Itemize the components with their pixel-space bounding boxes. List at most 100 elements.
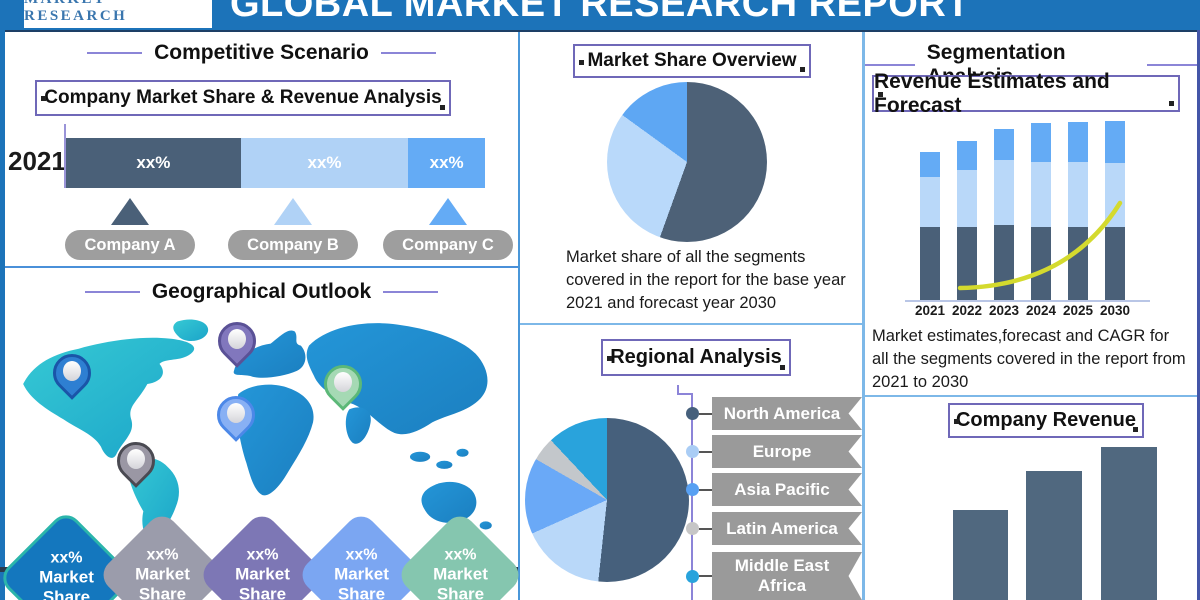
share-segment: xx% — [66, 138, 241, 188]
region-banner: Latin America — [712, 512, 862, 545]
region-banner: Asia Pacific — [712, 473, 862, 506]
company-label-pill: Company A — [65, 230, 195, 260]
stacked-bar — [957, 141, 977, 300]
region-tick — [699, 527, 712, 530]
year-tick: 2030 — [1099, 303, 1131, 318]
europe-pin-icon — [210, 314, 264, 374]
badge-text: xx% Market Share — [135, 546, 190, 600]
company-revenue-title: Company Revenue — [955, 409, 1137, 431]
market-share-overview-box: Market Share Overview — [573, 44, 811, 78]
badge-line2: Share — [138, 584, 186, 600]
revenue-bar — [1101, 447, 1157, 600]
competitive-scenario-title: Competitive Scenario — [154, 41, 369, 64]
pin-highlight — [63, 361, 81, 381]
north-america-pin-icon — [45, 346, 99, 406]
stacked-bar-segment — [1068, 162, 1088, 227]
badge-line2: Share — [238, 584, 286, 600]
region-dot — [686, 569, 699, 583]
stacked-bar-segment — [1031, 162, 1051, 227]
connector-jog-v — [677, 385, 679, 395]
badge-share: xx% — [443, 546, 477, 564]
stacked-bar-segment — [994, 160, 1014, 225]
middle-right-separator — [862, 32, 865, 600]
heading-dash-right — [383, 291, 439, 293]
stacked-bar-segment — [1031, 227, 1051, 300]
triangle-pointer-icon — [274, 198, 312, 225]
company-share-subtitle-box: Company Market Share & Revenue Analysis — [35, 80, 451, 116]
heading-dash-left — [87, 52, 143, 54]
region-banner: Europe — [712, 435, 862, 468]
company-share-subtitle: Company Market Share & Revenue Analysis — [44, 87, 442, 108]
stacked-bar-segment — [957, 170, 977, 227]
badge-text: xx% Market Share — [433, 546, 488, 600]
stacked-bar-segment — [1031, 123, 1051, 162]
pin-highlight — [127, 449, 145, 469]
stacked-bar — [920, 152, 940, 300]
region-banner-label: Europe — [752, 441, 812, 461]
badge-text: xx% Market Share — [334, 546, 389, 600]
badge-line1: Market — [134, 564, 190, 584]
east-asia-pin-icon — [316, 357, 370, 417]
company-marker: Company B — [228, 198, 358, 260]
region-banner-label: Middle East Africa — [734, 556, 830, 595]
geographical-outlook-title: Geographical Outlook — [151, 280, 372, 303]
revenue-bar — [1026, 471, 1082, 600]
regional-analysis-pie — [525, 418, 689, 582]
heading-dash-right — [380, 52, 436, 54]
stacked-bar-segment — [920, 177, 940, 227]
stacked-bar-segment — [920, 152, 940, 177]
stacked-bar-segment — [920, 227, 940, 300]
world-map — [23, 319, 492, 543]
middle-panel-divider — [520, 323, 862, 325]
left-border — [0, 30, 5, 600]
badge-share: xx% — [245, 546, 279, 564]
badge-line2: Share — [42, 587, 90, 600]
left-middle-separator — [518, 32, 520, 600]
company-share-stacked-bar: xx% xx% xx% — [66, 138, 485, 188]
left-panel-divider — [5, 266, 518, 268]
badge-line1: Market — [432, 564, 488, 584]
region-dot — [686, 445, 699, 458]
stacked-bar-segment — [1105, 121, 1125, 163]
badge-text: xx% Market Share — [39, 549, 94, 600]
stacked-bar-segment — [1068, 122, 1088, 162]
badge-line1: Market — [38, 567, 94, 587]
share-segment: xx% — [240, 138, 409, 188]
market-share-overview-title: Market Share Overview — [587, 50, 797, 71]
right-border — [1197, 30, 1200, 600]
share-segment-label: xx% — [429, 153, 464, 172]
badge-line1: Market — [333, 564, 389, 584]
middle-east-pin-icon — [209, 388, 263, 448]
segmentation-description: Market estimates,forecast and CAGR for a… — [872, 327, 1186, 391]
segmentation-baseline — [905, 300, 1150, 302]
region-dot — [686, 522, 699, 535]
share-segment: xx% — [408, 138, 485, 188]
badge-share: xx% — [344, 546, 378, 564]
bar-axis-line — [64, 124, 66, 188]
region-banner-label: North America — [723, 403, 841, 423]
year-tick: 2022 — [951, 303, 983, 318]
company-label-pill: Company B — [228, 230, 358, 260]
geographical-outlook-heading: Geographical Outlook — [5, 280, 518, 304]
revenue-estimates-title: Revenue Estimates and Forecast — [874, 69, 1110, 117]
cagr-trend-curve — [957, 200, 1123, 291]
region-tick — [699, 575, 712, 577]
pin-highlight — [334, 372, 352, 392]
revenue-bar — [953, 510, 1008, 600]
stacked-bar-segment — [994, 129, 1014, 160]
heading-dash-left — [865, 64, 915, 66]
triangle-pointer-icon — [429, 198, 467, 225]
badge-share: xx% — [145, 546, 179, 564]
revenue-estimates-box: Revenue Estimates and Forecast — [872, 70, 1180, 117]
stacked-bar — [1031, 123, 1051, 300]
region-banner-label: Asia Pacific — [734, 479, 830, 499]
region-dot — [686, 407, 699, 420]
south-america-pin-icon — [109, 434, 163, 494]
year-tick: 2021 — [914, 303, 946, 318]
badge-line1: Market — [234, 564, 290, 584]
region-banner: North America — [712, 397, 862, 430]
company-marker: Company C — [383, 198, 513, 260]
pin-highlight — [228, 329, 246, 349]
badge-line2: Share — [436, 584, 484, 600]
